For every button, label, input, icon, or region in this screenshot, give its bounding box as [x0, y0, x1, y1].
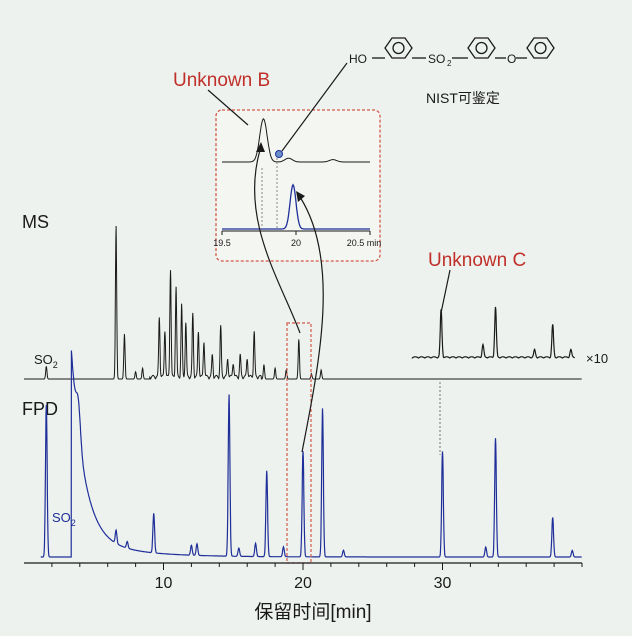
molecule-o-label: O [507, 52, 516, 66]
unknown-b-label: Unknown B [173, 70, 270, 91]
x-ticks: 10 20 30 [51, 563, 583, 592]
x-axis-title: 保留时间[min] [254, 601, 371, 623]
ms-label: MS [22, 212, 49, 232]
x-tick-label: 20 [294, 575, 312, 592]
molecule-so2-label: SO [428, 52, 445, 66]
x-tick-label: 10 [155, 575, 173, 592]
inset-tick-label: 20 [291, 238, 301, 248]
inset-fpd-trace [222, 183, 370, 230]
arrow-ms-to-inset [253, 149, 301, 334]
arrow-fpd-to-inset [299, 196, 324, 453]
molecule-so2-subscript: 2 [447, 59, 452, 68]
inset-tick-label: 19.5 [213, 238, 231, 248]
ms-times10-trace [411, 306, 576, 359]
ms-trace [24, 225, 582, 381]
arrow-fpd-head [296, 191, 305, 202]
molecule-structure [372, 37, 555, 59]
arrow-ms-head [256, 142, 265, 152]
ms-so2-label: SO2 [34, 352, 58, 370]
molecule-ho-label: HO [349, 52, 367, 66]
nist-pointer [281, 62, 348, 152]
fpd-so2-label: SO2 [52, 510, 76, 528]
unknown-c-pointer [440, 269, 451, 314]
unknown-b-pointer [207, 89, 249, 126]
nist-label: NIST可鉴定 [426, 90, 500, 106]
unknown-c-label: Unknown C [428, 250, 526, 271]
inset-box [215, 109, 381, 262]
benzene-ring-3 [526, 37, 555, 59]
highlight-box-20min [286, 322, 312, 564]
fpd-label: FPD [22, 399, 58, 419]
inset-ms-trace [222, 118, 370, 163]
x-tick-label: 30 [434, 575, 452, 592]
inset-tick-label: 20.5 min [347, 238, 382, 248]
benzene-ring-2 [467, 37, 496, 59]
benzene-ring-1 [384, 37, 413, 59]
nist-marker [275, 150, 283, 158]
times10-label: ×10 [586, 351, 608, 366]
inset-ticks: 19.5 20 20.5 min [213, 231, 381, 248]
